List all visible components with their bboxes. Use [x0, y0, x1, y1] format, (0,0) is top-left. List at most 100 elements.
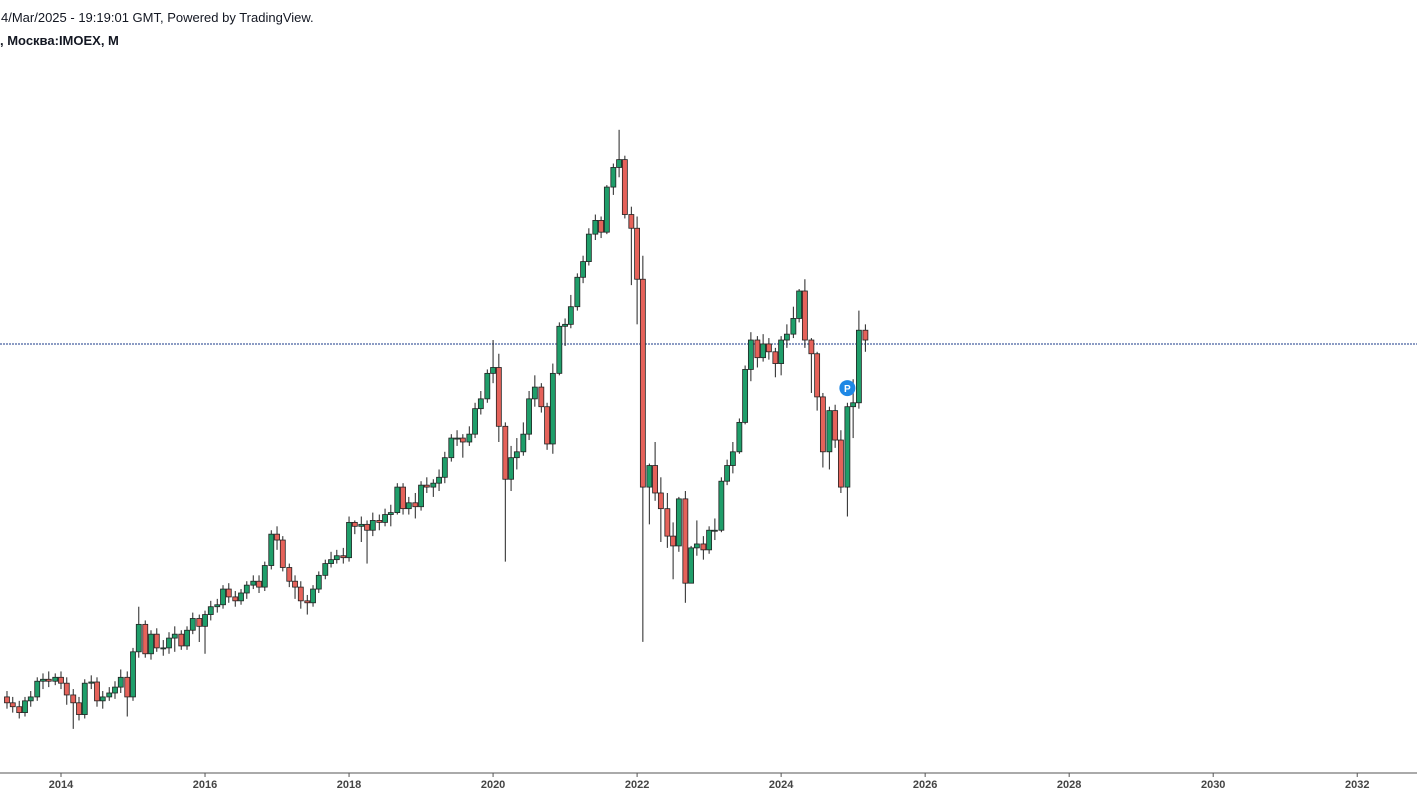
candle-body [70, 694, 77, 704]
candle-body [675, 498, 682, 547]
x-tick-label: 2028 [1057, 779, 1081, 791]
marker [839, 380, 856, 397]
candle-body [40, 678, 46, 682]
candle-body [382, 514, 388, 523]
candle-body [610, 167, 617, 188]
candle-body [454, 437, 460, 440]
candle-body [621, 159, 628, 215]
candle-body [760, 343, 767, 359]
candle-body [718, 480, 725, 531]
candle-body [351, 521, 358, 527]
candle-body [22, 700, 28, 714]
x-tick-label: 2018 [337, 779, 361, 791]
candle-body [862, 329, 869, 341]
candle-body [670, 535, 677, 547]
candle-body [801, 290, 808, 341]
candle-body [837, 439, 844, 488]
x-tick-label: 2016 [193, 779, 217, 791]
candle-body [202, 614, 208, 627]
x-tick-label: 2022 [625, 779, 649, 791]
candle-body [9, 702, 16, 708]
candle-body [724, 465, 731, 482]
candle-body [772, 351, 779, 364]
candle-body [376, 520, 383, 523]
x-tick-label: 2024 [769, 779, 794, 791]
x-tick-label: 2020 [481, 779, 505, 791]
candle-body [34, 680, 41, 698]
x-tick-label: 2032 [1345, 779, 1369, 791]
candle-body [58, 676, 64, 684]
candle-body [153, 633, 160, 649]
candle-body [63, 682, 70, 696]
candle-body [340, 555, 347, 559]
candle-body [4, 696, 10, 704]
candle-body [544, 406, 550, 445]
candle-body [502, 425, 509, 480]
candle-body [765, 343, 772, 353]
candle-body [178, 633, 185, 647]
candle-body [580, 261, 586, 278]
candle-body [430, 482, 437, 488]
candle-body [616, 159, 622, 168]
candle-body [819, 396, 826, 453]
candle-body [166, 637, 172, 649]
candle-body [549, 372, 556, 445]
candle-body [171, 633, 178, 639]
candle-body [484, 372, 491, 400]
candle-body [423, 484, 430, 488]
candle-body [238, 592, 244, 602]
candle-body [94, 681, 100, 702]
candle-body [526, 398, 532, 435]
candle-body [184, 629, 190, 647]
x-tick-label: 2014 [49, 779, 74, 791]
candle-body [466, 433, 473, 443]
candle-body [832, 410, 839, 441]
candle-body [88, 681, 95, 684]
candle-body [369, 520, 376, 531]
candle-body [130, 651, 136, 698]
candle-body [711, 529, 718, 532]
candle-body [232, 596, 239, 602]
candle-body [412, 502, 419, 508]
candle-body [274, 533, 280, 541]
candle-body [574, 276, 581, 308]
candle-body [243, 584, 250, 594]
candle-body [855, 329, 862, 404]
x-tick-label: 2026 [913, 779, 937, 791]
candle-body [310, 588, 316, 604]
marker-label: P [844, 384, 851, 395]
candle-body [814, 353, 821, 398]
candle-body [472, 408, 478, 435]
candle-body [207, 606, 214, 615]
candle-body [736, 421, 743, 453]
candle-body [598, 220, 604, 233]
candle-body [106, 692, 113, 698]
candle-body [304, 600, 311, 604]
candle-body [261, 565, 268, 588]
candle-body [292, 580, 298, 588]
candle-body [256, 580, 262, 588]
candle-body [358, 523, 365, 527]
candle-body [333, 555, 340, 561]
candle-body [196, 618, 203, 627]
candle-body [328, 559, 334, 564]
candle-body [603, 186, 610, 233]
header-title: 4/Mar/2025 - 19:19:01 GMT, Powered by Tr… [1, 10, 314, 25]
candle-body [783, 333, 790, 341]
candle-body [148, 633, 154, 655]
header-symbol: , Москва:IMOEX, M [0, 33, 119, 48]
candle-body [688, 547, 695, 584]
candle-body [495, 367, 502, 427]
candle-body [322, 563, 329, 576]
candle-body [250, 580, 257, 586]
candle-body [646, 465, 653, 488]
candle-body [747, 339, 754, 370]
candle-body [279, 539, 286, 568]
candle-body [286, 567, 293, 582]
candle-body [700, 543, 707, 551]
candle-body [538, 386, 545, 408]
candle-body [477, 398, 484, 410]
candle-body [808, 339, 815, 355]
